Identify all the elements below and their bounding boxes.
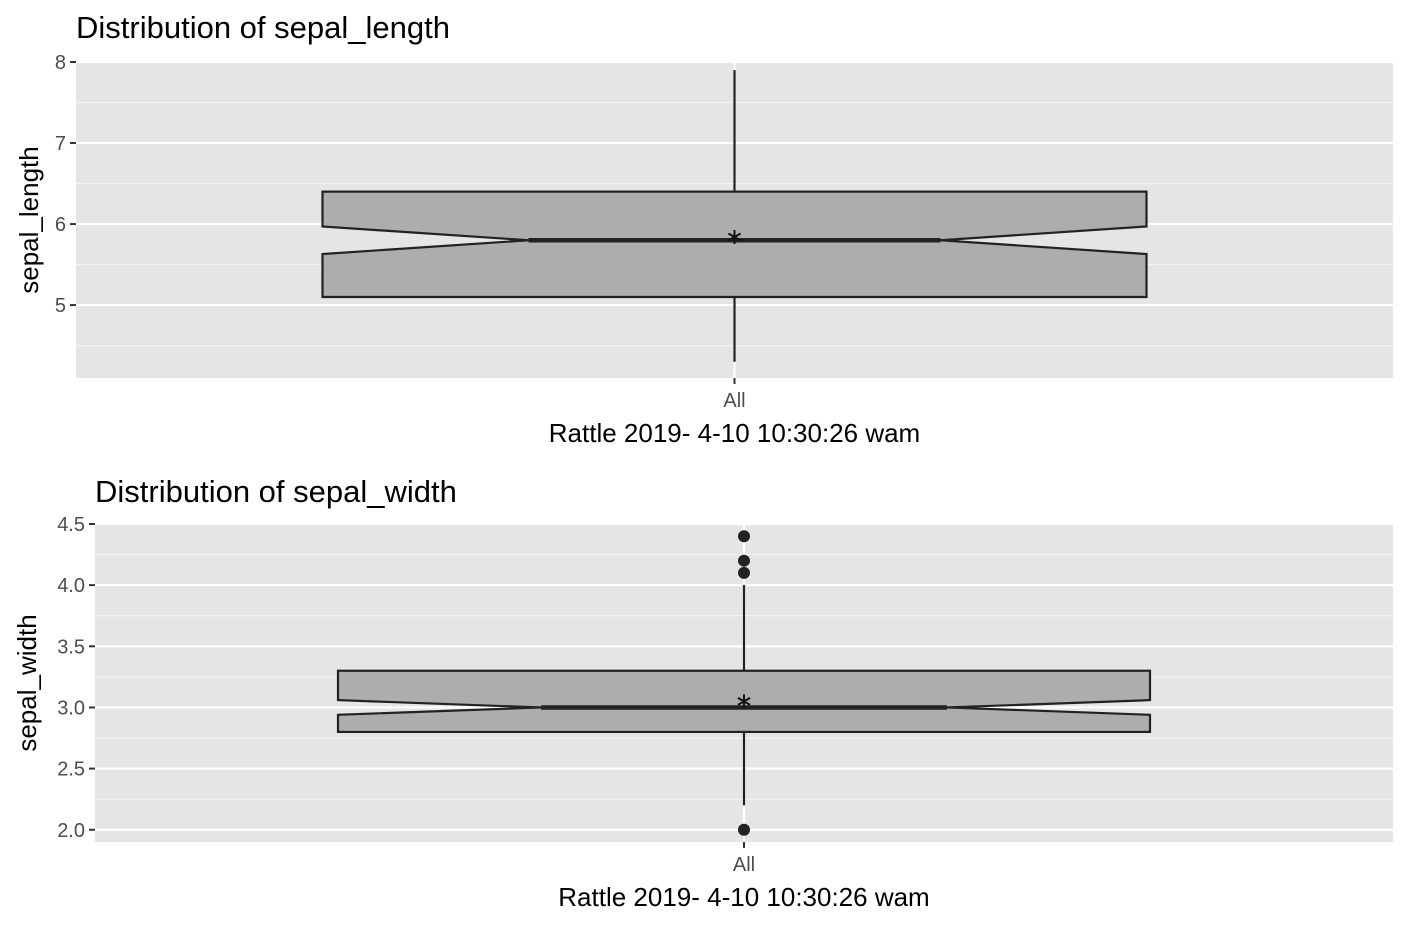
- x-tick-label: All: [733, 854, 755, 876]
- mean-marker: [737, 694, 751, 709]
- x-axis-label: Rattle 2019- 4-10 10:30:26 wam: [549, 418, 920, 448]
- y-tick-label: 7: [55, 133, 66, 155]
- y-tick-label: 4.0: [57, 575, 85, 597]
- mean-marker-stroke: [737, 696, 751, 706]
- y-tick-label: 5: [55, 295, 66, 317]
- outlier-point: [738, 554, 750, 567]
- y-tick-label: 3.5: [57, 636, 85, 658]
- y-tick-label: 4.5: [57, 514, 85, 536]
- chart-title: Distribution of sepal_width: [95, 474, 457, 509]
- y-tick-label: 6: [55, 214, 66, 236]
- mean-marker-stroke: [727, 232, 742, 242]
- y-axis-label: sepal_width: [12, 614, 42, 751]
- x-axis-label: Rattle 2019- 4-10 10:30:26 wam: [558, 882, 929, 912]
- mean-marker: [727, 230, 742, 245]
- chart-panel-sepal-length: 5 6 7 8 Distribution of sepal_length All Ra…: [14, 10, 1393, 448]
- y-axis-ticks: 5 6 7 8: [55, 52, 736, 384]
- outlier-point: [738, 566, 750, 579]
- y-tick-label: 8: [55, 52, 66, 74]
- box-plot: [321, 70, 1148, 362]
- y-tick-label: 2.0: [57, 820, 85, 842]
- x-tick-label: All: [723, 390, 745, 412]
- y-axis-ticks: 2.0 2.5 3.0 3.5 4.0 4.5: [57, 514, 745, 848]
- chart-panel-sepal-width: 2.0 2.5 3.0 3.5 4.0 4.5 Distribution of sepal…: [12, 474, 1393, 912]
- box-plot: [336, 530, 1152, 836]
- y-axis-label: sepal_length: [14, 146, 44, 293]
- notched-box: [321, 190, 1148, 299]
- outlier-point: [738, 823, 750, 836]
- outlier-point: [738, 530, 750, 543]
- y-tick-label: 3.0: [57, 697, 85, 719]
- y-tick-label: 2.5: [57, 759, 85, 781]
- chart-title: Distribution of sepal_length: [76, 10, 450, 45]
